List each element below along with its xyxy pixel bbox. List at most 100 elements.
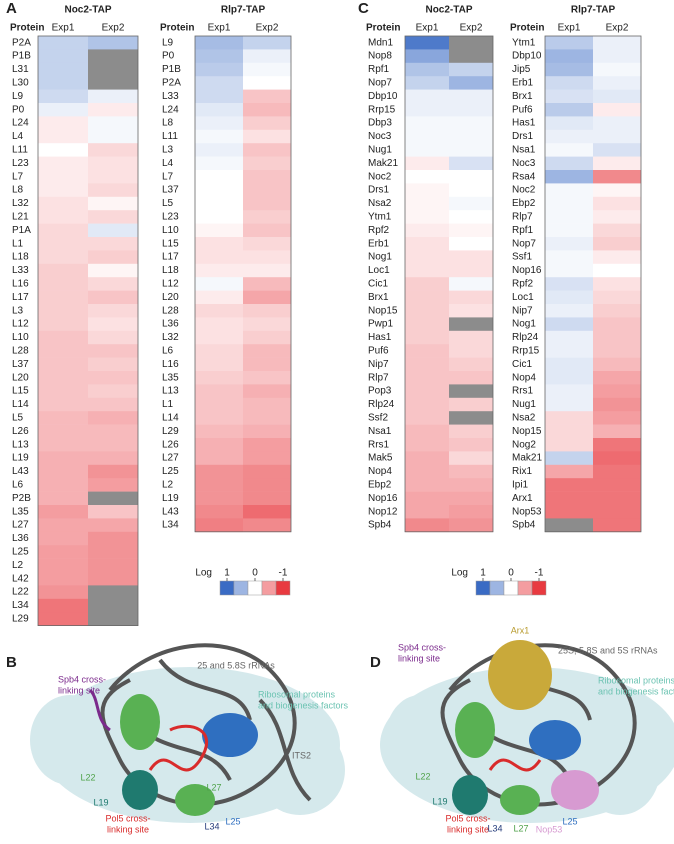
heatmap-cell xyxy=(405,478,449,492)
heatmap-cell xyxy=(545,170,593,184)
heatmap-cell xyxy=(195,89,243,104)
heatmap-cell xyxy=(449,478,493,492)
heatmap-cell xyxy=(195,357,243,372)
heatmap-cell xyxy=(38,545,88,559)
row-label: Nop4 xyxy=(368,466,392,477)
row-label: Rsa4 xyxy=(512,171,536,182)
row-label: L16 xyxy=(12,279,29,290)
legend-swatch xyxy=(233,580,249,596)
row-label: Mak21 xyxy=(512,453,542,464)
heatmap-cell xyxy=(38,156,88,171)
heatmap-cell xyxy=(195,491,243,506)
heatmap-cell xyxy=(405,49,449,64)
row-label: P2A xyxy=(162,78,181,89)
row-label: Ebp2 xyxy=(512,198,536,209)
row-label: Ipi1 xyxy=(512,480,529,491)
heatmap-cell xyxy=(545,518,593,533)
row-label: L10 xyxy=(12,332,29,343)
row-label: Cic1 xyxy=(368,279,388,290)
heatmap-cell xyxy=(449,143,493,157)
heatmap-cell xyxy=(545,357,593,372)
legend-tick-label: -1 xyxy=(279,568,288,579)
heatmap-cell xyxy=(88,451,138,466)
row-label: L2 xyxy=(162,480,174,491)
heatmap-cell xyxy=(593,143,641,157)
row-label: L19 xyxy=(12,453,29,464)
row-label: L16 xyxy=(162,359,179,370)
heatmap-cell xyxy=(243,317,291,332)
row-label: L24 xyxy=(12,118,29,129)
heatmap-cell xyxy=(88,170,138,184)
heatmap-cell xyxy=(545,196,593,211)
legend-tick-label: -1 xyxy=(535,568,544,579)
heatmap-cell xyxy=(243,357,291,372)
heatmap-cell xyxy=(195,49,243,64)
row-label: Rpf2 xyxy=(512,279,534,290)
heatmap-cell xyxy=(243,451,291,466)
heatmap-cell xyxy=(38,62,88,77)
heatmap-cell xyxy=(593,518,641,533)
heatmap-cell xyxy=(449,491,493,506)
row-label: Brx1 xyxy=(512,91,533,102)
row-label: L6 xyxy=(162,346,174,357)
heatmap-cell xyxy=(195,263,243,278)
structure-label: and biogenesis factors xyxy=(598,686,674,696)
heatmap-cell xyxy=(88,330,138,345)
row-label: L34 xyxy=(162,520,179,531)
heatmap-cell xyxy=(38,531,88,546)
row-label: Rpf2 xyxy=(368,225,390,236)
heatmap-cell xyxy=(195,196,243,211)
heatmap-cell xyxy=(593,49,641,64)
heatmap-cell xyxy=(593,277,641,291)
row-label: L42 xyxy=(12,573,29,584)
panel-label: D xyxy=(370,654,381,671)
structure-label: L25 xyxy=(562,816,577,826)
heatmap-cell xyxy=(243,464,291,479)
row-label: L32 xyxy=(162,332,179,343)
row-label: Nop16 xyxy=(368,493,398,504)
heatmap-cell xyxy=(88,585,138,600)
row-label: L23 xyxy=(12,158,29,169)
heatmap-cell xyxy=(593,357,641,372)
heatmap-cell xyxy=(405,411,449,425)
heatmap-cell xyxy=(243,411,291,425)
row-label: Rrs1 xyxy=(512,386,534,397)
heatmap-cell xyxy=(243,76,291,90)
heatmap-cell xyxy=(195,156,243,171)
heatmap-cell xyxy=(88,76,138,90)
row-label: Pop3 xyxy=(368,386,392,397)
legend-tick-label: 0 xyxy=(252,568,258,579)
row-label: Drs1 xyxy=(368,185,390,196)
row-label: Nop8 xyxy=(368,51,392,62)
structure-label: L27 xyxy=(513,823,528,833)
row-label: Nip7 xyxy=(512,305,533,316)
row-label: L5 xyxy=(12,413,24,424)
row-label: L24 xyxy=(162,104,179,115)
heatmap-cell xyxy=(545,277,593,291)
row-label: Nop53 xyxy=(512,506,542,517)
heatmap-cell xyxy=(88,424,138,439)
row-label: Spb4 xyxy=(512,520,536,531)
heatmap-cell xyxy=(545,210,593,224)
heatmap-cell xyxy=(449,330,493,345)
heatmap-cell xyxy=(38,371,88,385)
row-label: P2B xyxy=(12,493,31,504)
heatmap-cell xyxy=(38,143,88,157)
row-label: Nsa2 xyxy=(512,413,536,424)
row-label: L36 xyxy=(162,319,179,330)
heatmap-cell xyxy=(449,103,493,117)
heatmap-cell xyxy=(593,263,641,278)
heatmap-cell xyxy=(243,290,291,305)
heatmap-cell xyxy=(593,317,641,332)
heatmap-cell xyxy=(405,290,449,305)
heatmap-cell xyxy=(405,62,449,77)
heatmap-cell xyxy=(405,103,449,117)
heatmap-cell xyxy=(545,49,593,64)
row-label: Has1 xyxy=(512,118,536,129)
heatmap-cell xyxy=(405,317,449,332)
heatmap-cell xyxy=(243,263,291,278)
legend-swatch xyxy=(489,580,505,596)
heatmap-cell xyxy=(38,572,88,586)
row-label: L2 xyxy=(12,560,24,571)
legend-tick-label: 1 xyxy=(480,568,486,579)
